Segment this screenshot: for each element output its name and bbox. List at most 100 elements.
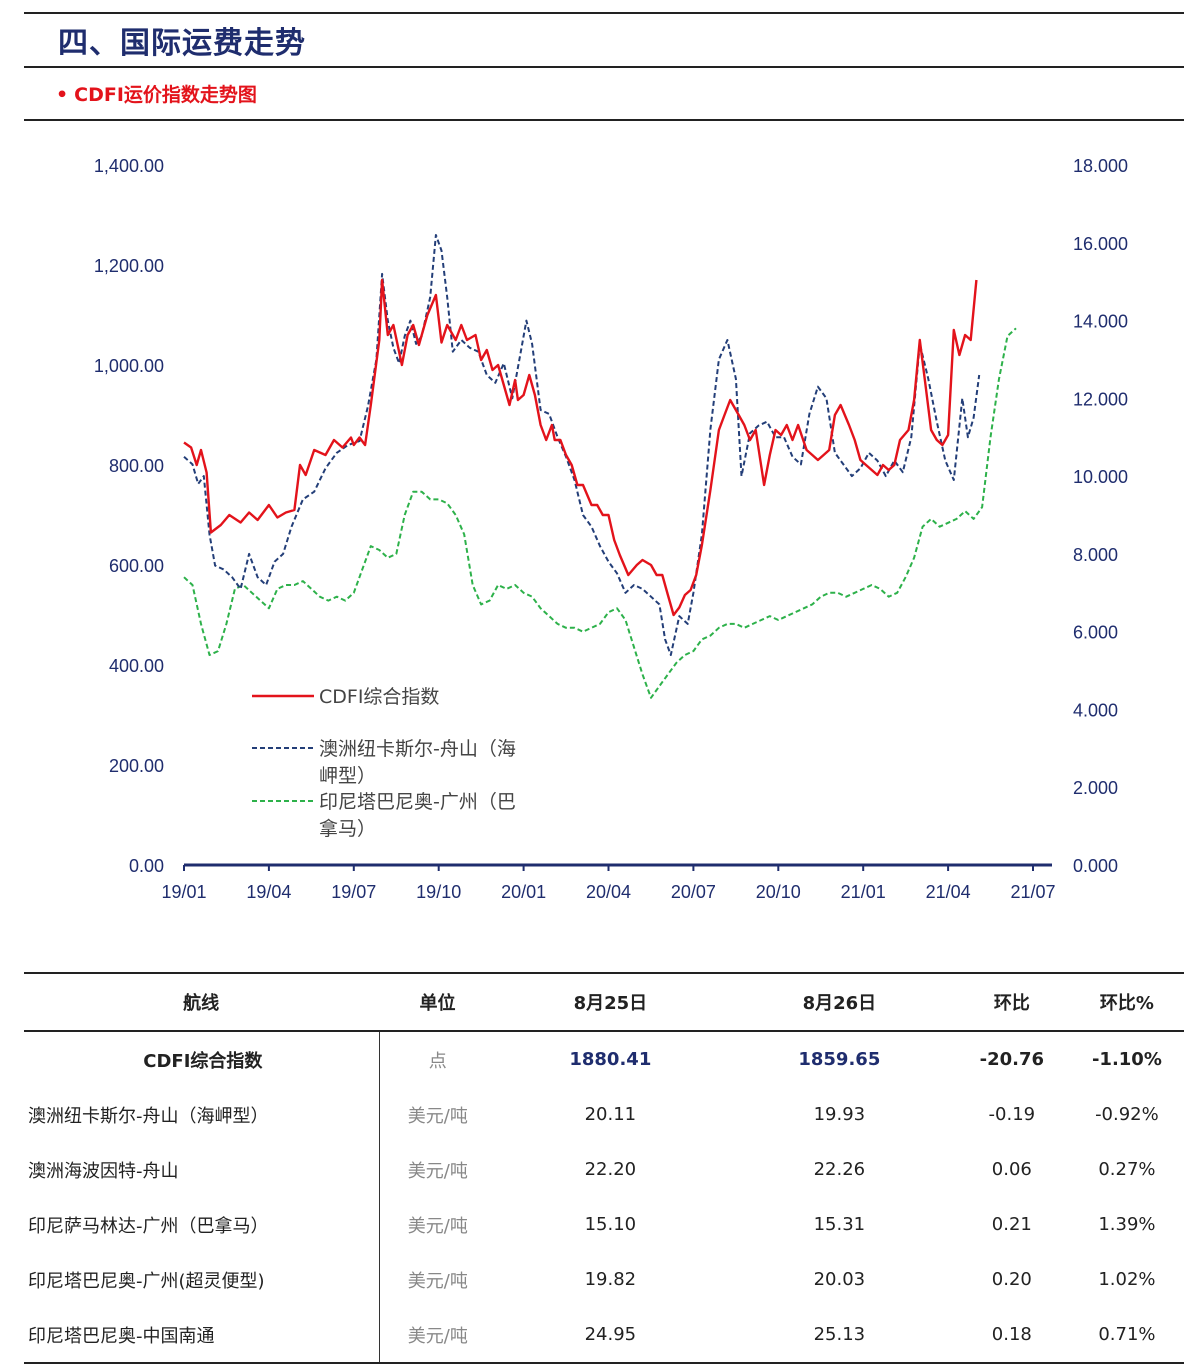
route-cell: 印尼萨马林达-广州（巴拿马） <box>28 1215 269 1237</box>
unit-cell: 美元/吨 <box>378 1307 496 1364</box>
change-pct-cell: 0.71% <box>1069 1307 1184 1364</box>
value-cell: 19.93 <box>813 1104 866 1125</box>
change-cell: 0.20 <box>991 1269 1032 1290</box>
header-date-2: 8月26日 <box>724 972 954 1032</box>
header-change-pct: 环比% <box>1069 972 1184 1032</box>
table-row: 澳洲海波因特-舟山 美元/吨 22.20 22.26 0.06 0.27% <box>24 1142 1184 1197</box>
table-row: CDFI综合指数 点 1880.41 1859.65 -20.76 -1.10% <box>24 1031 1184 1087</box>
left-axis-tick-label: 1,400.00 <box>94 156 164 176</box>
x-axis-tick-label: 20/10 <box>756 882 801 902</box>
chart-series <box>183 234 1017 699</box>
right-axis-tick-label: 16.000 <box>1073 234 1128 254</box>
change-pct-cell: 1.02% <box>1098 1269 1156 1290</box>
chart-heading: • CDFI运价指数走势图 <box>56 80 257 107</box>
legend-label: 岬型） <box>319 765 376 787</box>
right-axis-tick-label: 14.000 <box>1073 312 1128 332</box>
value-cell: 22.20 <box>584 1159 637 1180</box>
right-axis-tick-label: 18.000 <box>1073 156 1128 176</box>
change-pct-cell: 1.39% <box>1098 1214 1156 1235</box>
left-axis-ticks: 0.00 200.00 400.00 600.00 800.00 1,000.00 1,20… <box>94 156 164 876</box>
left-axis-tick-label: 1,000.00 <box>94 356 164 376</box>
x-axis-tick-label: 19/10 <box>416 882 461 902</box>
change-cell: -0.19 <box>988 1104 1036 1125</box>
legend-label: 拿马） <box>319 817 376 840</box>
title-rule <box>24 66 1184 68</box>
x-axis-tick-label: 21/04 <box>926 882 971 902</box>
left-axis-tick-label: 1,200.00 <box>94 256 164 276</box>
unit-cell: 美元/吨 <box>378 1252 496 1307</box>
change-pct-cell: -0.92% <box>1095 1104 1159 1125</box>
bullet: • <box>56 84 69 106</box>
change-pct-cell: -1.10% <box>1091 1049 1162 1070</box>
value-cell: 1859.65 <box>798 1049 881 1070</box>
change-cell: 0.21 <box>991 1214 1032 1235</box>
legend-label: 澳洲纽卡斯尔-舟山（海 <box>319 738 516 760</box>
right-axis-tick-label: 8.000 <box>1073 545 1118 565</box>
change-cell: -20.76 <box>979 1049 1045 1070</box>
right-axis-tick-label: 2.000 <box>1073 778 1118 798</box>
table-row: 澳洲纽卡斯尔-舟山（海岬型） 美元/吨 20.11 19.93 -0.19 -0… <box>24 1087 1184 1142</box>
x-axis-tick-label: 21/01 <box>841 882 886 902</box>
route-cell: 澳洲海波因特-舟山 <box>28 1160 179 1182</box>
unit-cell: 点 <box>378 1031 496 1087</box>
subtitle-rule <box>24 119 1184 121</box>
x-axis-tick-label: 19/01 <box>161 882 206 902</box>
left-axis-tick-label: 800.00 <box>109 456 164 476</box>
header-unit: 单位 <box>379 972 496 1032</box>
route-cell: 澳洲纽卡斯尔-舟山（海岬型） <box>28 1105 269 1127</box>
x-axis-tick-label: 19/07 <box>331 882 376 902</box>
legend-label: CDFI综合指数 <box>319 686 439 708</box>
route-cell: 印尼塔巴尼奥-广州(超灵便型) <box>28 1270 265 1292</box>
change-cell: 0.06 <box>991 1159 1032 1180</box>
change-pct-cell: 0.27% <box>1098 1159 1156 1180</box>
value-cell: 25.13 <box>724 1307 954 1364</box>
value-cell: 22.26 <box>813 1159 866 1180</box>
header-change: 环比 <box>953 972 1070 1032</box>
table-row: 印尼塔巴尼奥-中国南通 美元/吨 24.95 25.13 0.18 0.71% <box>24 1307 1184 1364</box>
unit-cell: 美元/吨 <box>378 1087 496 1142</box>
right-axis-tick-label: 12.000 <box>1073 389 1128 409</box>
right-axis-tick-label: 6.000 <box>1073 623 1118 643</box>
x-axis-tick-label: 20/04 <box>586 882 631 902</box>
capesize-route-line <box>183 234 981 656</box>
route-cell: CDFI综合指数 <box>143 1050 263 1072</box>
table-header-row: 航线 单位 8月25日 8月26日 环比 环比% <box>24 972 1184 1032</box>
change-cell: 0.18 <box>953 1307 1070 1364</box>
x-axis-tick-label: 19/04 <box>246 882 291 902</box>
x-axis: 19/01 19/04 19/07 19/10 20/01 20/04 20/07 20/10… <box>161 863 1056 902</box>
value-cell: 1880.41 <box>569 1049 652 1070</box>
value-cell: 24.95 <box>495 1307 725 1364</box>
unit-cell: 美元/吨 <box>378 1142 496 1197</box>
value-cell: 19.82 <box>584 1269 637 1290</box>
page-title: 四、国际运费走势 <box>58 26 306 61</box>
table-row: 印尼萨马林达-广州（巴拿马） 美元/吨 15.10 15.31 0.21 1.3… <box>24 1197 1184 1252</box>
x-axis-tick-label: 20/01 <box>501 882 546 902</box>
right-axis-ticks: 0.000 2.000 4.000 6.000 8.000 10.000 12.000 14.… <box>1073 156 1128 876</box>
header-route: 航线 <box>24 972 380 1032</box>
top-rule <box>24 12 1184 14</box>
panamax-route-line <box>183 327 1017 699</box>
unit-cell: 美元/吨 <box>378 1197 496 1252</box>
value-cell: 20.11 <box>584 1104 637 1125</box>
legend-label: 印尼塔巴尼奥-广州（巴 <box>319 791 516 813</box>
table-row: 印尼塔巴尼奥-广州(超灵便型) 美元/吨 19.82 20.03 0.20 1.… <box>24 1252 1184 1307</box>
route-cell: 印尼塔巴尼奥-中国南通 <box>24 1307 380 1364</box>
right-axis-tick-label: 0.000 <box>1073 856 1118 876</box>
cdfi-trend-chart: 0.00 200.00 400.00 600.00 800.00 1,000.00 1,20… <box>94 156 1128 902</box>
left-axis-tick-label: 600.00 <box>109 556 164 576</box>
left-axis-tick-label: 200.00 <box>109 756 164 776</box>
left-axis-tick-label: 400.00 <box>109 656 164 676</box>
cdfi-index-line <box>183 278 978 617</box>
right-axis-tick-label: 10.000 <box>1073 467 1128 487</box>
x-axis-tick-label: 20/07 <box>671 882 716 902</box>
value-cell: 20.03 <box>813 1269 866 1290</box>
freight-rate-table: 航线 单位 8月25日 8月26日 环比 环比% CDFI综合指数 点 1880… <box>24 972 1184 1364</box>
value-cell: 15.10 <box>584 1214 637 1235</box>
header-date-1: 8月25日 <box>495 972 725 1032</box>
x-axis-tick-label: 21/07 <box>1010 882 1055 902</box>
right-axis-tick-label: 4.000 <box>1073 700 1118 720</box>
value-cell: 15.31 <box>813 1214 866 1235</box>
left-axis-tick-label: 0.00 <box>129 856 164 876</box>
chart-heading-text: CDFI运价指数走势图 <box>74 84 257 106</box>
